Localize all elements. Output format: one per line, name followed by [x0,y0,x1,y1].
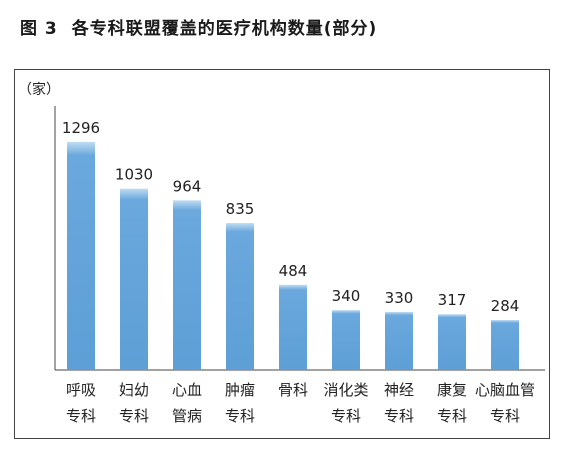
category-label-6-line-1: 专科 [384,407,414,425]
data-label-0: 1296 [62,119,100,137]
data-label-4: 484 [279,262,308,280]
data-label-8: 284 [491,297,520,315]
category-label-3-line-1: 专科 [225,407,255,425]
category-label-5-line-0: 消化类 [323,381,368,399]
category-label-4-line-0: 骨科 [278,381,308,399]
data-label-3: 835 [226,200,255,218]
bar-7 [438,314,466,370]
bar-2 [173,200,201,370]
data-label-6: 330 [385,289,414,307]
bar-1 [120,188,148,370]
category-label-1-line-1: 专科 [119,407,149,425]
data-label-7: 317 [438,291,467,309]
category-label-1-line-0: 妇幼 [119,381,149,399]
category-label-0-line-1: 专科 [66,407,96,425]
data-labels-group: 1296 1030 964 835 484 340 330 317 284 [62,119,519,315]
category-label-8-line-1: 专科 [490,407,520,425]
category-label-3-line-0: 肿瘤 [225,381,255,399]
data-label-2: 964 [173,177,202,195]
bar-6 [385,311,413,370]
bar-0 [67,141,95,370]
bar-4 [279,284,307,370]
category-label-6-line-0: 神经 [384,381,414,399]
bars-group [67,141,519,370]
figure-title: 图 3 各专科联盟覆盖的医疗机构数量(部分) [14,14,377,39]
category-label-7-line-0: 康复 [437,381,467,399]
category-label-2-line-1: 管病 [172,407,202,425]
category-label-0-line-0: 呼吸 [66,381,96,399]
category-label-7-line-1: 专科 [437,407,467,425]
category-label-5-line-1: 专科 [331,407,361,425]
data-label-1: 1030 [115,166,153,184]
figure-number: 图 3 [20,19,58,39]
bar-5 [332,310,360,370]
figure-title-text: 各专科联盟覆盖的医疗机构数量(部分) [71,19,378,39]
category-label-2-line-0: 心血 [172,381,202,399]
data-label-5: 340 [332,287,361,305]
bar-8 [491,320,519,370]
y-unit-label: （家） [18,81,60,98]
bar-3 [226,223,254,370]
category-label-8-line-0: 心脑血管 [475,381,535,399]
chart-frame: （家） 1296 1030 964 835 484 340 330 317 284 呼吸专科 妇幼… [14,69,550,439]
